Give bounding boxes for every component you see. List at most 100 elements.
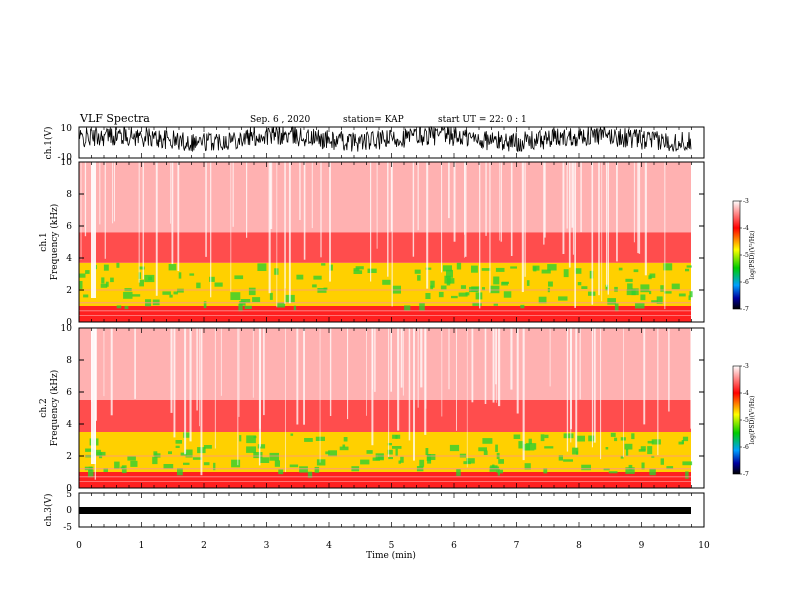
xtick-label: 6 xyxy=(451,541,457,551)
spec-green-patch xyxy=(293,305,297,311)
spec-ytick-label: 6 xyxy=(66,388,72,398)
date-label: Sep. 6 , 2020 xyxy=(250,115,310,125)
ch3-ylabel: ch.3(V) xyxy=(43,494,54,527)
spec-green-patch xyxy=(214,282,223,287)
start-time-label: start UT = 22: 0 : 1 xyxy=(438,115,527,125)
spec-green-patch xyxy=(478,447,487,452)
spec-green-patch xyxy=(495,267,505,272)
spec-green-patch xyxy=(449,444,460,452)
spec-vertical-streak xyxy=(543,162,545,245)
spec-vertical-streak xyxy=(184,328,187,455)
spec-green-patch xyxy=(577,282,582,286)
spec-green-patch xyxy=(425,267,432,270)
colorbar-label: log(PSD)(V²/Hz) xyxy=(749,396,756,445)
xtick-label: 1 xyxy=(139,541,145,551)
spec-green-patch xyxy=(246,446,256,453)
spec-band-faint xyxy=(79,162,691,233)
spec-green-patch xyxy=(544,446,554,449)
spec-vertical-streak xyxy=(232,162,234,227)
xtick-label: 7 xyxy=(514,541,520,551)
spec-green-patch xyxy=(649,290,652,295)
ch1-ytick-bottom: -10 xyxy=(58,153,73,163)
spec-vertical-streak xyxy=(80,162,82,260)
spec-vertical-streak xyxy=(598,162,600,296)
spec-green-patch xyxy=(605,284,609,291)
spec-green-patch xyxy=(649,273,656,278)
spec-green-patch xyxy=(520,304,525,309)
spec-green-patch xyxy=(189,273,195,276)
spec-green-patch xyxy=(175,445,180,448)
spec-green-patch xyxy=(123,291,133,299)
spec-vertical-streak xyxy=(575,328,578,448)
spec-vertical-streak xyxy=(485,162,487,236)
spec-green-patch xyxy=(497,468,500,476)
colorbar-tick-label: -7 xyxy=(743,306,749,313)
spec-vertical-streak xyxy=(189,328,192,442)
spec-vertical-streak xyxy=(570,328,572,443)
spec-vertical-streak xyxy=(276,162,278,308)
spec-green-patch xyxy=(296,274,304,280)
spec-green-patch xyxy=(253,452,263,459)
spec-vertical-streak xyxy=(173,328,176,438)
spec-vertical-streak xyxy=(690,328,692,429)
spec-vertical-streak xyxy=(420,328,423,388)
spec-green-patch xyxy=(548,281,553,287)
spec-green-patch xyxy=(274,460,280,467)
spec-vertical-streak xyxy=(199,328,200,427)
spec-green-patch xyxy=(625,278,633,282)
spec-green-patch xyxy=(178,272,182,279)
spec-green-patch xyxy=(482,287,485,291)
spec-green-patch xyxy=(458,292,468,297)
spec-ytick-label: 8 xyxy=(66,190,72,200)
spec-green-patch xyxy=(367,268,377,273)
xtick-label: 9 xyxy=(639,541,645,551)
spec-vertical-streak xyxy=(601,162,603,302)
spec-vertical-streak xyxy=(524,162,526,277)
spec-vertical-streak xyxy=(568,162,571,268)
spec-vertical-streak xyxy=(562,162,565,254)
spec-green-patch xyxy=(342,444,346,448)
spec-green-patch xyxy=(278,469,284,475)
spec-green-patch xyxy=(103,264,109,271)
spec-ytick-label: 0 xyxy=(66,484,72,494)
station-label: station= KAP xyxy=(343,115,404,125)
spec-green-patch xyxy=(471,265,478,273)
spec-vertical-streak xyxy=(370,162,372,282)
spec-green-patch xyxy=(460,285,466,289)
spec-vertical-streak xyxy=(263,328,265,416)
spec-green-patch xyxy=(538,296,547,304)
spec-vertical-streak xyxy=(668,328,670,412)
xtick-label: 10 xyxy=(698,541,710,551)
spec-green-patch xyxy=(185,449,193,458)
colorbar-tick-label: -4 xyxy=(743,390,749,397)
spec-green-patch xyxy=(610,432,616,437)
spec-green-patch xyxy=(239,301,246,306)
spec-vertical-streak xyxy=(237,328,239,466)
spec-green-patch xyxy=(419,303,425,311)
spec-green-patch xyxy=(290,433,294,436)
spec-green-patch xyxy=(328,450,337,457)
spec-ytick-label: 0 xyxy=(66,318,72,328)
spec-green-patch xyxy=(503,291,512,298)
colorbar-tick-label: -6 xyxy=(743,279,749,286)
spec-green-patch xyxy=(666,466,674,469)
spec-green-patch xyxy=(499,469,503,474)
spec-vertical-streak xyxy=(424,328,427,435)
spec-green-patch xyxy=(177,468,183,476)
spec-green-patch xyxy=(605,447,609,450)
spec-vertical-streak xyxy=(114,162,115,222)
spec-vertical-streak xyxy=(464,162,465,258)
spec-green-patch xyxy=(533,266,537,272)
xtick-label: 5 xyxy=(389,541,395,551)
spec-green-patch xyxy=(678,441,684,445)
spec-vertical-streak xyxy=(448,162,450,219)
spec-vertical-streak xyxy=(644,162,647,276)
spec-green-patch xyxy=(124,305,129,310)
spec-green-patch xyxy=(681,440,684,444)
spec-vertical-streak xyxy=(387,162,389,277)
spec-vertical-streak xyxy=(402,328,404,396)
spec-vertical-streak xyxy=(522,328,525,461)
spec-green-patch xyxy=(183,462,190,465)
spec-vertical-streak xyxy=(417,328,419,408)
spec-green-patch xyxy=(547,264,557,271)
